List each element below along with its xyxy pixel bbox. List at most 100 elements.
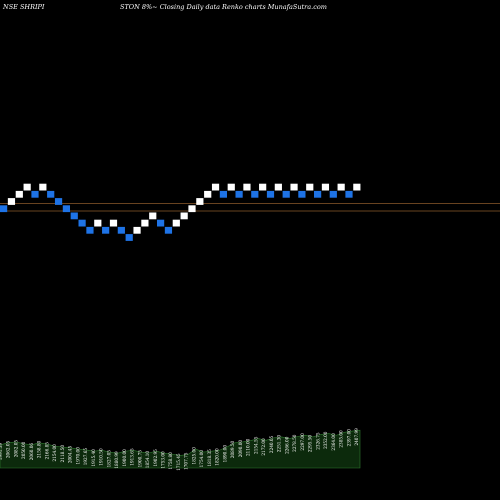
volume-value-label: 2089.50 [230,440,235,458]
renko-brick-up [180,212,188,220]
volume-value-label: 2266.00 [284,436,289,454]
renko-brick-up [7,198,16,205]
renko-brick-down [298,190,306,198]
volume-value-label: 1827.05 [106,450,111,468]
volume-value-label: 1707.75 [184,452,189,470]
header-left-text: NSE SHRIPI [2,3,45,11]
renko-brick-up [133,226,141,234]
volume-value-label: 2295.50 [308,435,313,453]
volume-value-label: 1913.65 [130,448,135,466]
renko-brick-up [243,183,251,191]
volume-value-label: 2251.30 [277,435,282,453]
volume-value-label: 2166.85 [44,442,49,460]
volume-value-label: 1818.35 [207,449,212,467]
renko-brick-up [290,183,298,191]
renko-brick-up [172,219,180,227]
volume-value-label: 2062.05 [6,440,11,458]
volume-value-label: 1753.00 [161,451,166,469]
volume-value-label: 2172.00 [261,438,266,456]
renko-brick-up [188,205,196,213]
volume-value-label: 2050.00 [21,441,26,459]
volume-value-label: 1970.00 [75,447,80,465]
renko-brick-down [157,219,165,227]
renko-brick-up [196,198,204,205]
renko-bricks [0,183,361,241]
renko-brick-up [94,219,102,227]
renko-brick-down [266,190,275,198]
renko-brick-down [314,190,322,198]
renko-brick-down [235,190,243,198]
volume-value-label: 2004.45 [68,446,73,464]
volume-panel: 1991.39 2062.05 2082.05 2050.00 2060.06 2158.… [0,428,361,471]
renko-brick-up [39,183,47,191]
volume-value-label: 1902.95 [153,449,158,467]
renko-brick-down [164,226,173,234]
volume-value-label: 1854.10 [145,451,150,469]
volume-value-label: 1825.00 [191,447,196,465]
volume-value-label: 1915.40 [91,449,96,467]
volume-value-label: 2278.50 [292,434,297,452]
volume-value-label: 1820.00 [215,448,220,466]
renko-brick-up [321,183,330,191]
renko-brick-down [86,226,94,234]
volume-value-label: 1758.80 [168,452,173,470]
renko-brick-up [337,183,345,191]
renko-brick-down [329,190,337,198]
volume-value-label: 2110.00 [246,438,251,456]
volume-value-label: 1991.39 [0,443,3,461]
renko-brick-up [274,183,282,191]
renko-brick-down [47,190,55,198]
renko-brick-down [70,212,78,220]
reference-lines [0,203,500,212]
volume-value-label: 2326.75 [315,432,320,450]
renko-brick-up [306,183,314,191]
renko-brick-down [282,190,290,198]
volume-value-label: 2060.06 [29,443,34,461]
volume-value-label: 2158.80 [37,440,42,458]
volume-value-label: 1715.45 [176,453,181,471]
volume-value-label: 1754.00 [199,450,204,468]
renko-brick-down [125,234,133,241]
renko-brick-down [31,190,39,198]
renko-brick-up [23,183,31,191]
renko-brick-up [211,183,220,191]
volume-value-label: 1910.50 [99,448,104,466]
volume-value-label: 2352.00 [323,431,328,449]
renko-brick-up [109,219,118,227]
renko-brick-down [78,219,86,227]
volume-value-label: 2090.00 [238,440,243,458]
volume-value-label: 1890.00 [222,445,227,463]
renko-brick-up [204,190,212,198]
volume-value-label: 2397.00 [346,429,351,447]
renko-brick-down [345,190,353,198]
renko-brick-up [227,183,235,191]
header-right-text: STON 8%~ Closing Daily data Renko charts… [120,3,327,11]
volume-value-label: 2154.55 [253,436,258,454]
volume-value-label: 1900.00 [122,449,127,467]
renko-brick-down [117,226,125,234]
renko-brick-down [219,190,227,198]
volume-value-label: 2407.99 [354,428,359,446]
renko-brick-down [102,226,110,234]
renko-brick-up [149,212,157,220]
renko-brick-down [54,198,63,205]
renko-brick-up [141,219,149,227]
volume-value-label: 1900.75 [137,450,142,468]
volume-value-label: 2118.50 [60,445,65,463]
volume-value-label: 1880.99 [114,451,119,469]
renko-brick-up [15,190,23,198]
renko-brick-up [353,183,361,191]
volume-value-label: 2297.00 [300,433,305,451]
volume-value-label: 2082.05 [13,440,18,458]
renko-brick-down [62,205,70,213]
volume-value-label: 2385.00 [339,430,344,448]
volume-value-label: 2240.05 [269,435,274,453]
renko-brick-up [259,183,267,191]
volume-area [0,429,361,469]
volume-value-label: 2154.00 [52,444,57,462]
renko-brick-down [0,205,8,213]
volume-value-label: 1927.65 [83,448,88,466]
renko-brick-down [251,190,259,198]
